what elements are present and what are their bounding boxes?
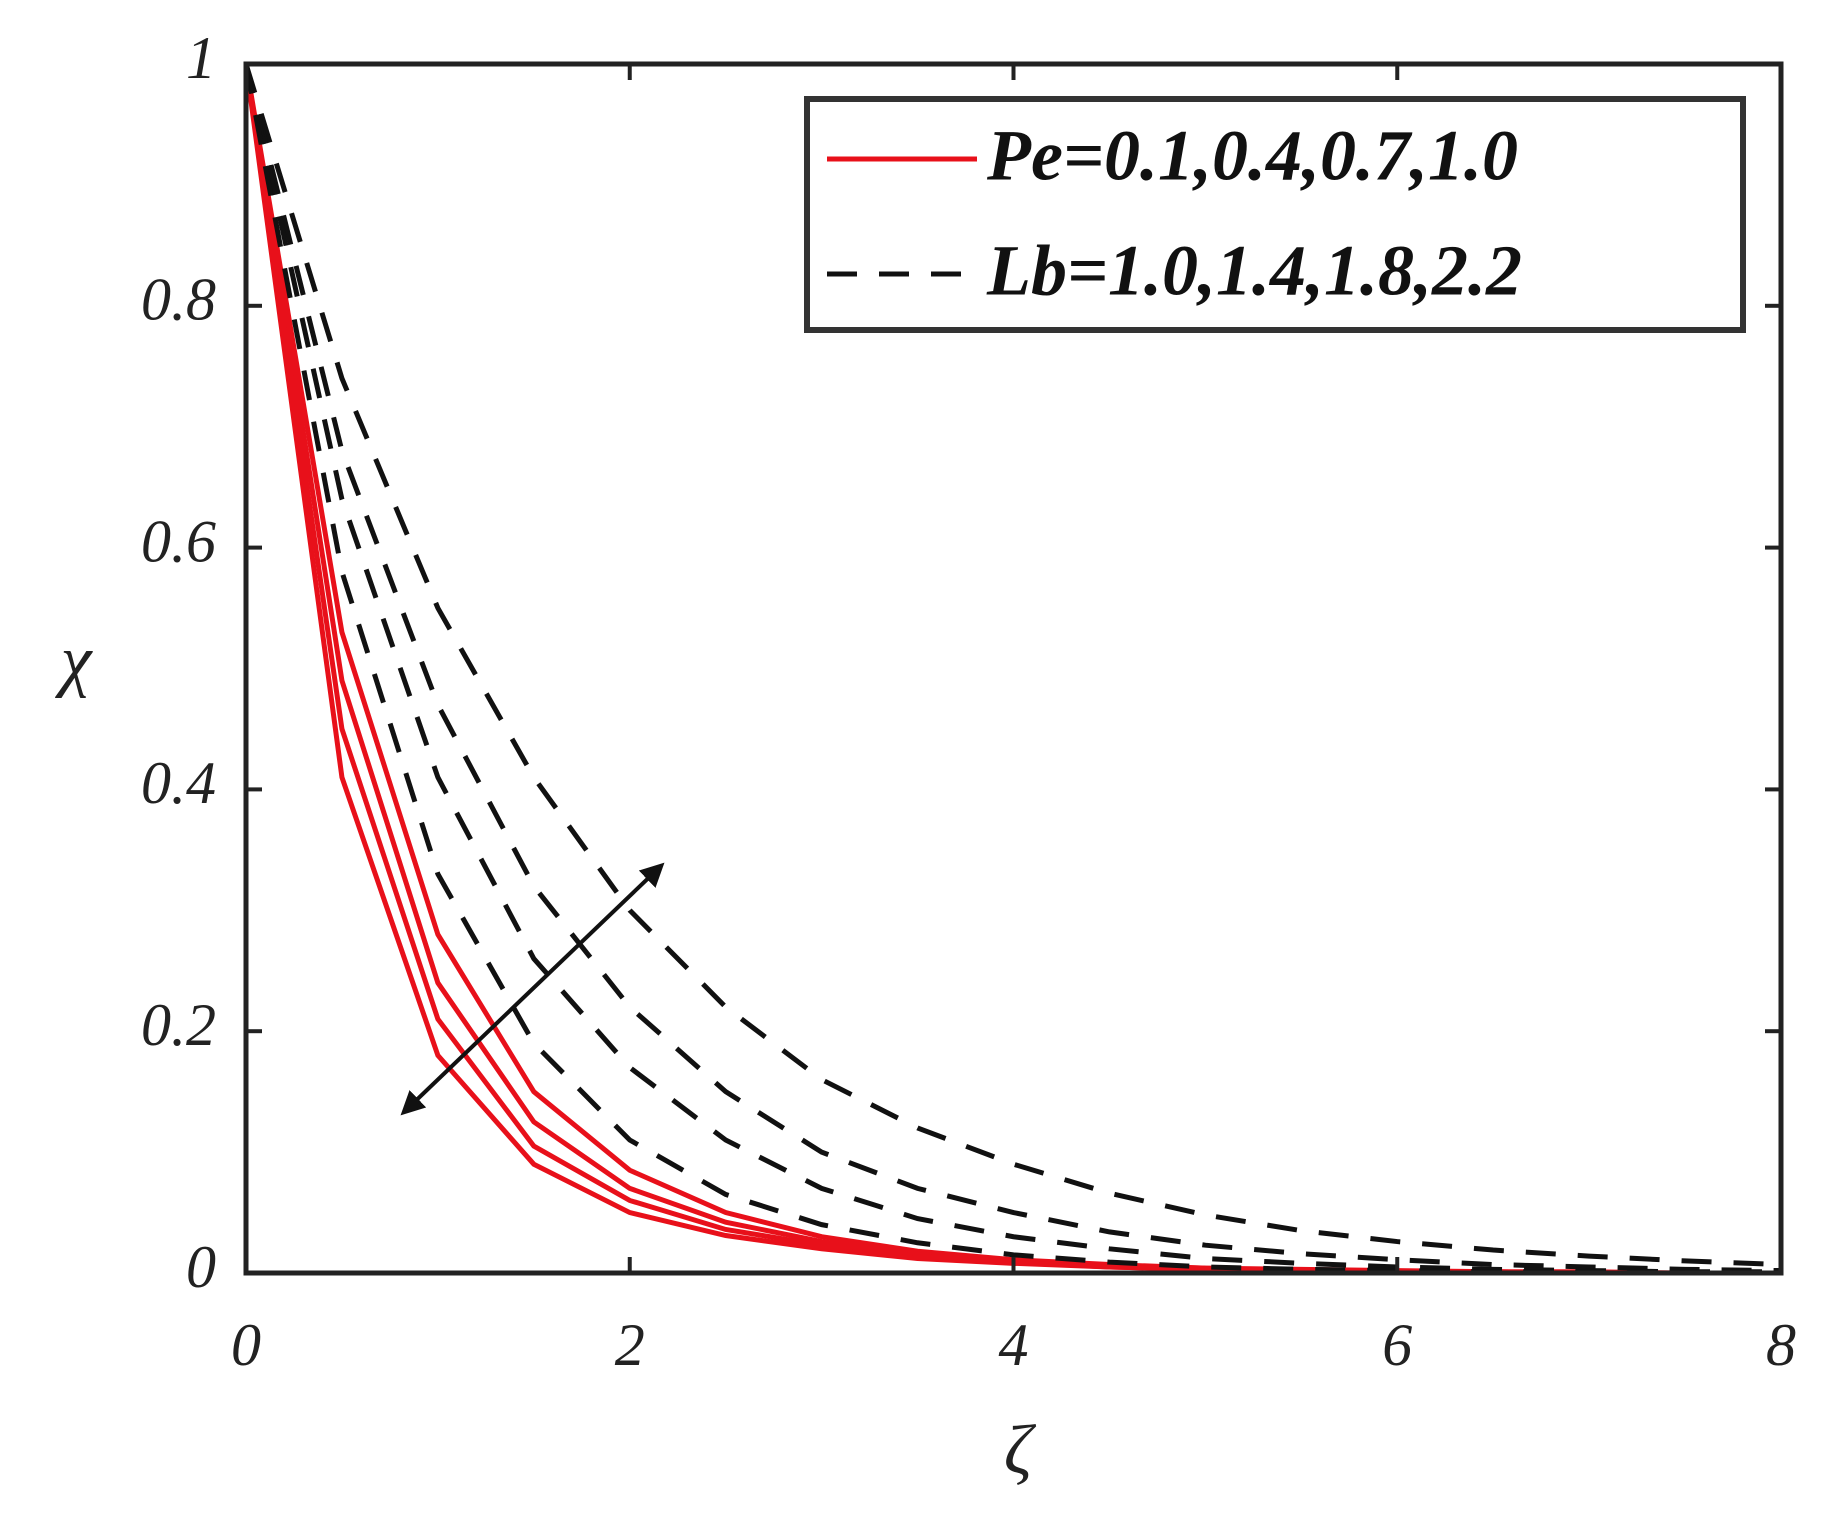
legend-box: [804, 96, 1746, 333]
legend-label: Pe=0.1,0.4,0.7,1.0: [986, 116, 1518, 196]
legend-label: Lb=1.0,1.4,1.8,2.2: [986, 231, 1522, 311]
x-tick-label: 6: [1382, 1312, 1412, 1378]
x-tick-label: 0: [231, 1312, 261, 1378]
y-tick-label: 0.4: [141, 750, 216, 816]
y-tick-label: 0: [186, 1234, 216, 1300]
trend-arrow: [400, 862, 665, 1116]
y-tick-label: 0.2: [141, 992, 216, 1058]
x-tick-label: 4: [999, 1312, 1029, 1378]
x-axis-label: ζ: [1004, 1412, 1037, 1489]
y-tick-label: 0.6: [141, 508, 216, 574]
x-tick-label: 2: [615, 1312, 645, 1378]
series-line: [243, 63, 1782, 1274]
y-tick-label: 1: [186, 25, 216, 91]
y-axis-label: χ: [55, 622, 94, 699]
y-tick-label: 0.8: [141, 267, 216, 333]
x-tick-label: 8: [1766, 1312, 1796, 1378]
